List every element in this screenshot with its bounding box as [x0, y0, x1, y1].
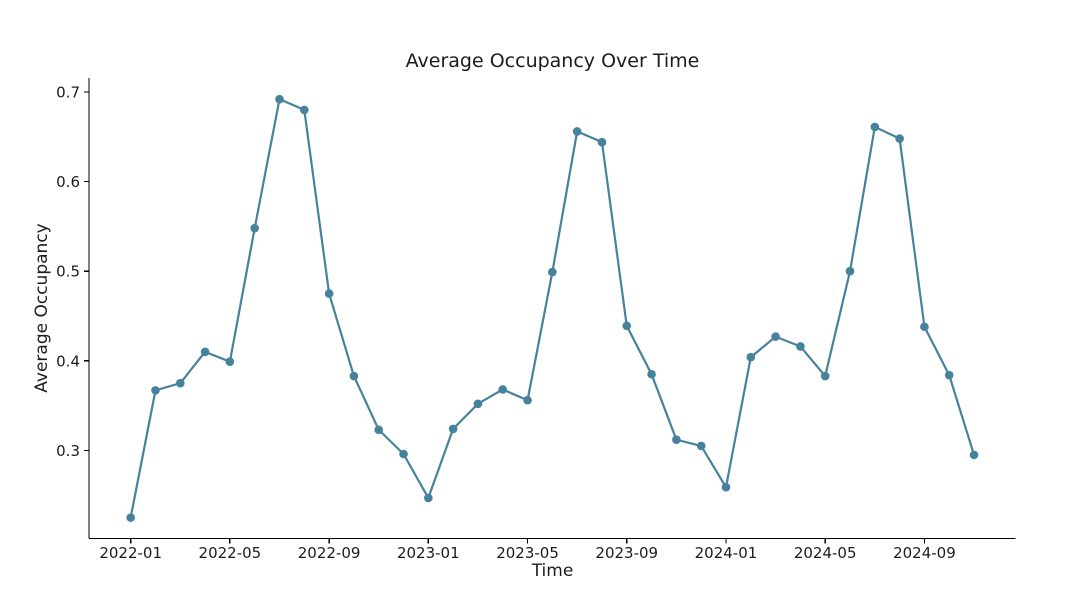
- x-axis-tick-label: 2022-01: [99, 544, 162, 562]
- data-point-2022-10: [349, 371, 359, 381]
- data-point-2022-06: [250, 223, 259, 233]
- data-point-2022-08: [300, 105, 309, 115]
- x-axis-tick-label: 2024-05: [794, 544, 857, 562]
- data-point-2024-11: [969, 450, 979, 460]
- data-point-2024-01: [721, 482, 731, 492]
- data-point-2023-12: [696, 441, 706, 451]
- data-point-2023-06: [548, 267, 557, 277]
- y-axis-label: Average Occupancy: [32, 223, 52, 393]
- data-point-2024-05: [820, 371, 830, 381]
- data-point-2023-08: [597, 137, 607, 147]
- x-axis-label: Time: [531, 561, 574, 581]
- data-point-2023-05: [523, 395, 532, 405]
- x-axis-tick-label: 2022-05: [199, 544, 262, 562]
- y-axis-tick-label: 0.6: [56, 173, 80, 191]
- data-point-2023-09: [622, 321, 632, 331]
- data-point-2022-03: [175, 378, 185, 388]
- data-point-2023-11: [672, 435, 681, 444]
- data-point-2022-12: [399, 449, 408, 459]
- data-point-2022-07: [275, 94, 284, 104]
- y-axis-tick-label: 0.7: [56, 83, 80, 101]
- data-point-2024-08: [895, 134, 904, 143]
- data-point-2022-11: [374, 425, 384, 435]
- data-point-2022-09: [324, 289, 334, 298]
- data-point-2024-09: [920, 322, 929, 332]
- trend-line: [129, 98, 976, 519]
- data-point-2024-04: [796, 342, 805, 351]
- data-point-2023-04: [498, 385, 508, 394]
- x-axis-tick-label: 2024-09: [893, 544, 956, 562]
- x-axis-tick-label: 2023-05: [496, 544, 559, 562]
- data-point-2023-02: [448, 424, 458, 434]
- data-point-2022-05: [225, 357, 235, 367]
- y-axis-tick-label: 0.3: [56, 442, 80, 460]
- data-point-2023-03: [473, 399, 483, 409]
- data-point-2023-01: [424, 493, 433, 503]
- data-point-2022-04: [200, 347, 210, 357]
- data-point-2024-10: [944, 370, 954, 380]
- x-axis-tick-label: 2023-09: [595, 544, 658, 562]
- data-point-2024-07: [870, 122, 880, 132]
- y-axis-tick-label: 0.5: [56, 263, 80, 281]
- data-point-2022-01: [126, 513, 135, 522]
- data-point-2024-02: [746, 352, 756, 362]
- data-point-2024-03: [771, 332, 780, 341]
- x-axis-tick-label: 2022-09: [298, 544, 361, 562]
- x-axis-tick-label: 2024-01: [695, 544, 758, 562]
- x-axis-tick-label: 2023-01: [397, 544, 460, 562]
- data-point-2022-02: [151, 386, 160, 395]
- data-point-2023-07: [572, 127, 582, 136]
- chart-title: Average Occupancy Over Time: [405, 50, 700, 72]
- data-point-2023-10: [647, 369, 656, 379]
- data-point-2024-06: [845, 266, 855, 276]
- y-axis-tick-label: 0.4: [56, 352, 80, 370]
